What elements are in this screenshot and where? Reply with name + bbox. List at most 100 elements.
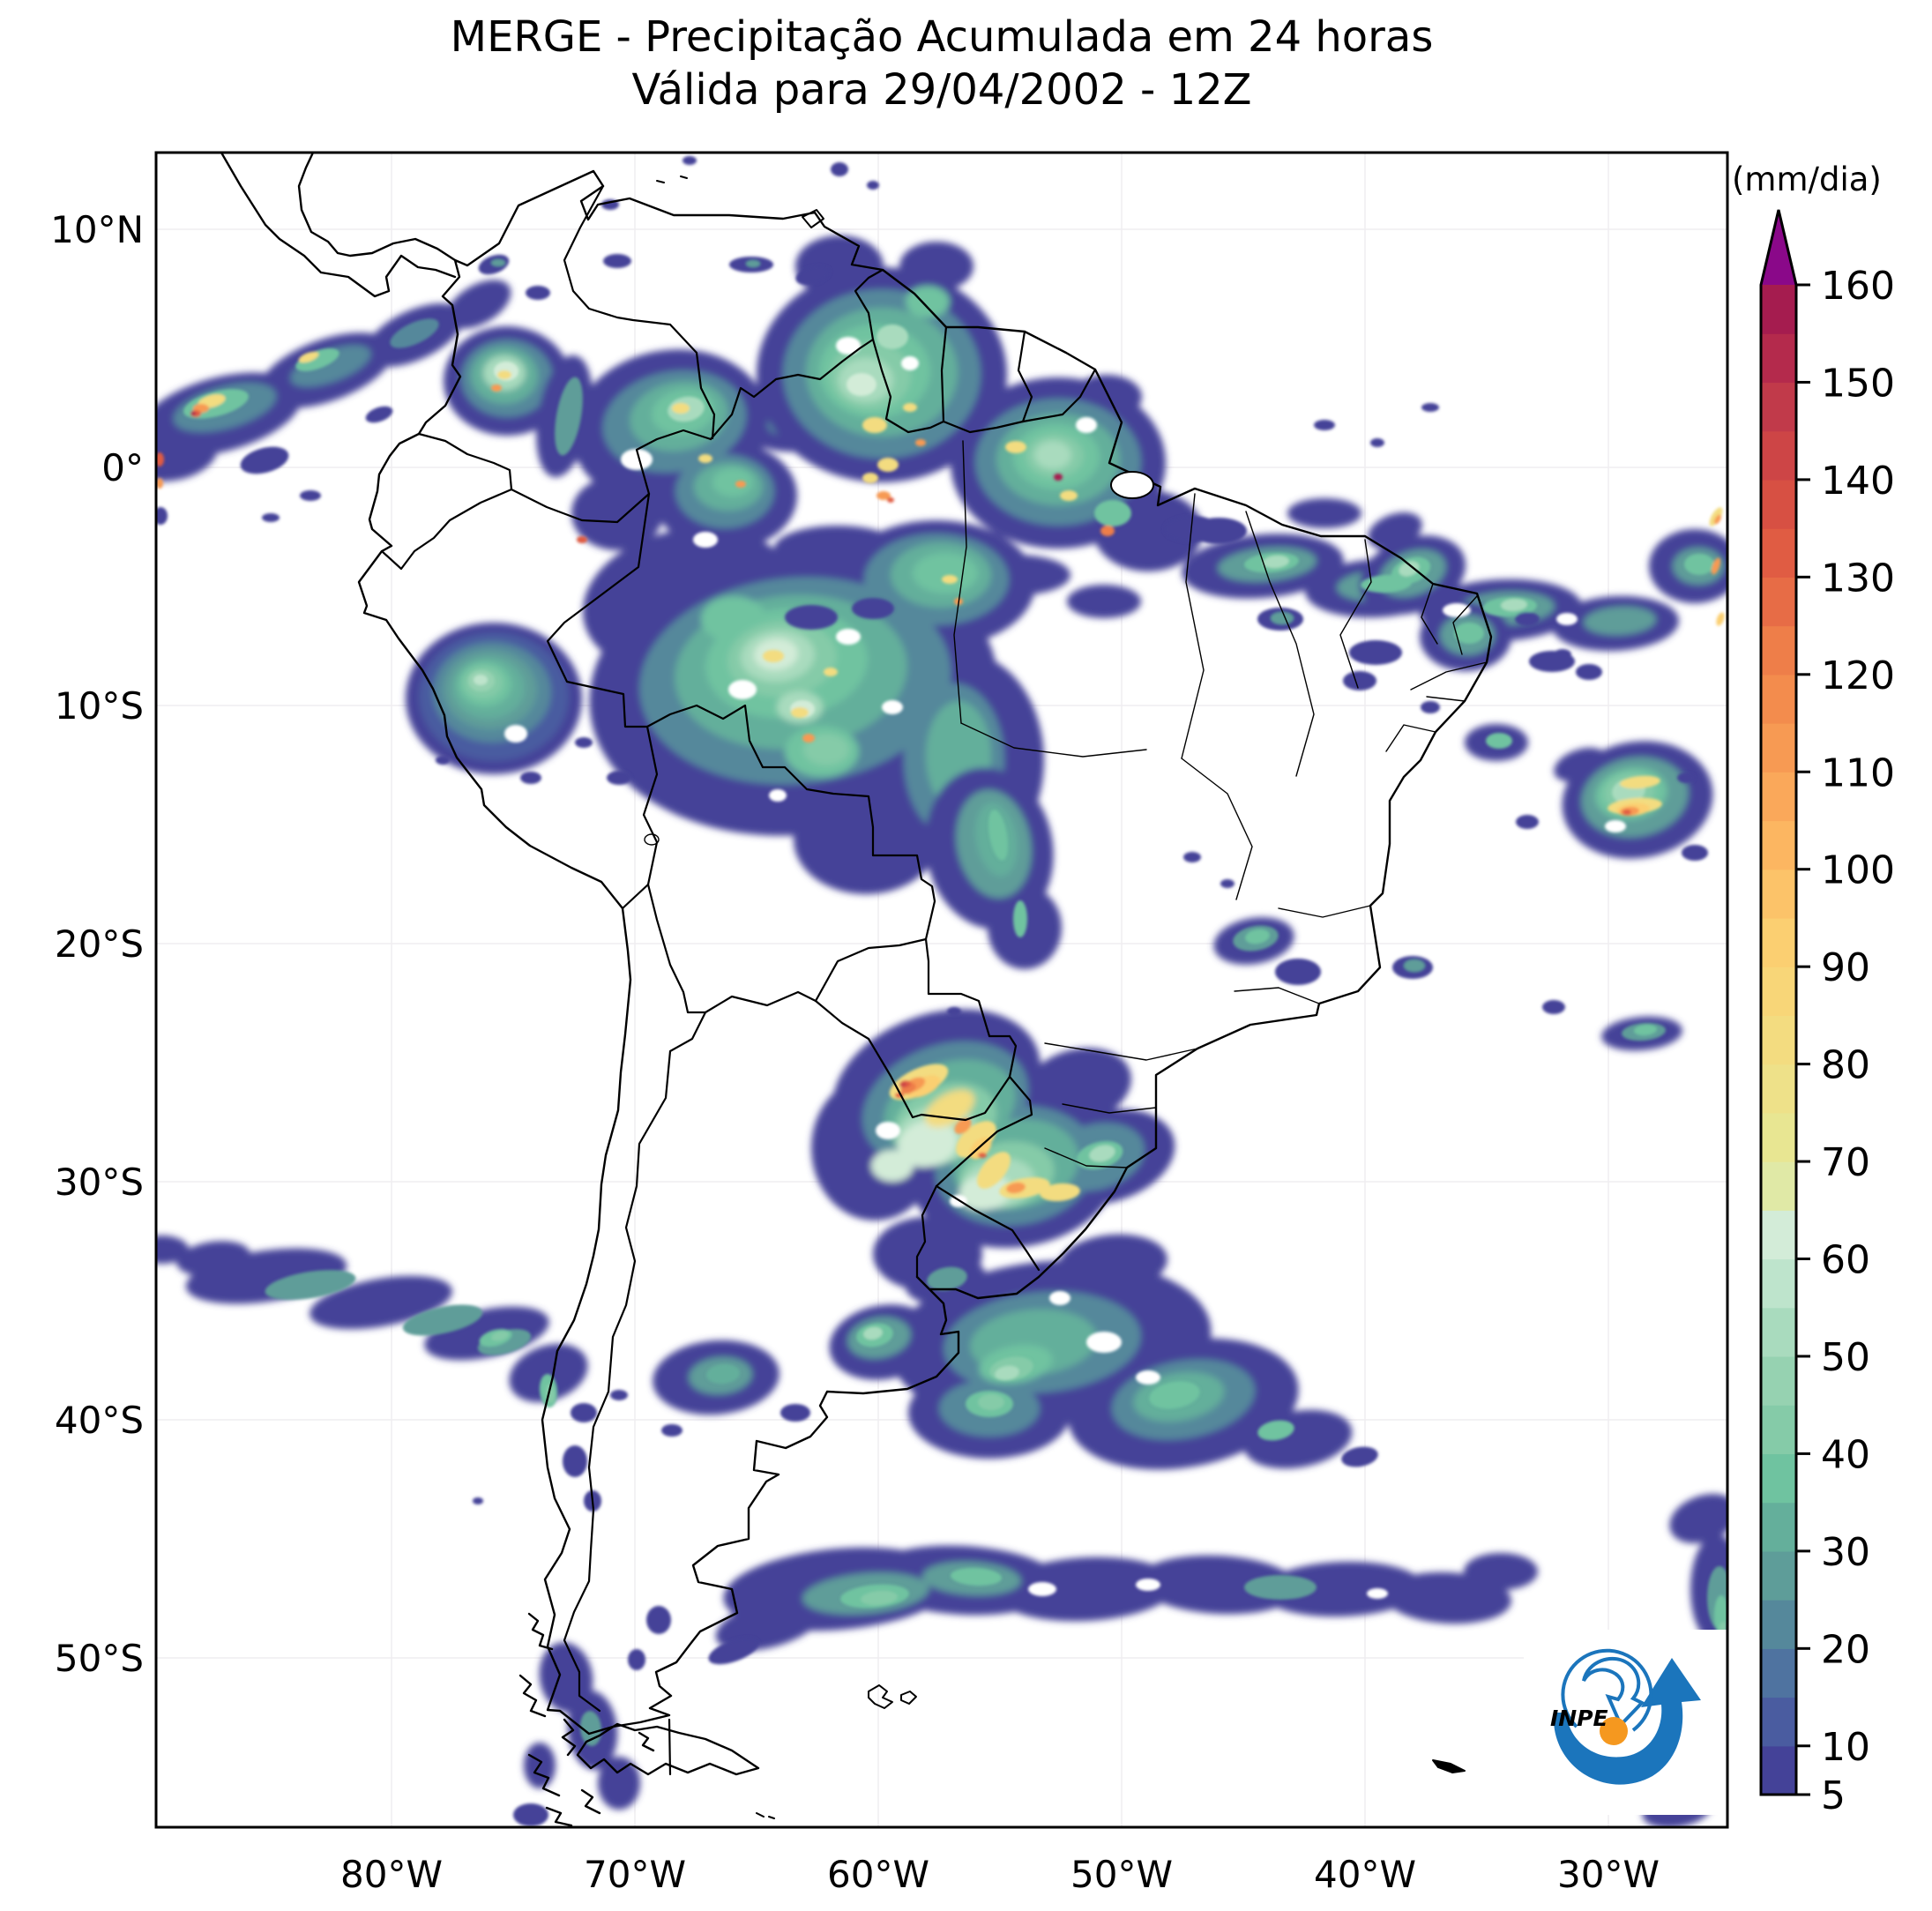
colorbar-tick-label: 60: [1821, 1238, 1870, 1283]
precip-blob: [628, 1649, 645, 1670]
precip-blob: [1244, 1575, 1317, 1600]
page-title: MERGE - Precipitação Acumulada em 24 hor…: [156, 11, 1727, 116]
colorbar-tick-label: 150: [1821, 361, 1895, 406]
precip-blob: [1190, 518, 1247, 544]
precip-blob: [802, 734, 815, 743]
precip-blob: [795, 235, 884, 297]
precip-blob: [877, 458, 899, 472]
coastline-south-america: [357, 169, 1493, 1736]
precip-blob: [1040, 1183, 1080, 1202]
colorbar-segment: [1761, 1064, 1796, 1114]
precip-blob: [1515, 612, 1540, 626]
colorbar-segment: [1761, 1648, 1796, 1698]
precip-blob: [1343, 671, 1376, 690]
precip-gap: [1556, 613, 1578, 625]
precip-blob: [1314, 420, 1335, 430]
precip-blob: [1370, 438, 1384, 447]
precip-blob: [927, 1266, 967, 1291]
precip-blob: [1100, 526, 1115, 536]
country-borders: [380, 184, 1097, 1776]
precip-blob: [156, 507, 168, 525]
lat-tick-label: 40°S: [55, 1399, 144, 1442]
precip-gap: [882, 700, 903, 714]
precip-blob: [240, 446, 289, 474]
precip-blob: [290, 345, 371, 387]
island-south-georgia: [1432, 1759, 1466, 1773]
logo-orbit-circle: [1561, 1648, 1653, 1732]
colorbar-segment: [1761, 674, 1796, 724]
precip-blob: [1257, 1420, 1294, 1441]
precip-blob: [520, 772, 541, 784]
precip-gap: [901, 356, 919, 370]
colorbar-tick-label: 20: [1821, 1627, 1870, 1672]
precip-blob: [563, 1445, 587, 1477]
precip-blob: [942, 575, 958, 584]
precip-blob: [1058, 1234, 1167, 1292]
colorbar-tick-label: 120: [1821, 653, 1895, 698]
precip-blob: [646, 1606, 671, 1634]
precip-blob: [863, 1326, 883, 1340]
precip-blob: [996, 1556, 1176, 1622]
colorbar-tick-label: 30: [1821, 1530, 1870, 1575]
colorbar-segment: [1761, 1210, 1796, 1260]
precip-blob: [156, 452, 164, 467]
colorbar-segment: [1761, 723, 1796, 773]
precip-blob: [1486, 733, 1512, 749]
precip-blob: [956, 1121, 996, 1158]
precip-blob: [977, 1152, 1011, 1189]
precip-blob: [1542, 1000, 1565, 1014]
precip-blob: [156, 478, 163, 489]
precip-blob: [988, 810, 1009, 861]
precip-blob: [847, 373, 876, 396]
precip-blob: [610, 1390, 628, 1400]
colorbar-tick-label: 140: [1821, 459, 1895, 504]
coastline-central-america: [220, 153, 457, 298]
precip-blob: [899, 242, 973, 291]
precip-blob: [555, 377, 583, 456]
precip-blob: [1622, 810, 1631, 815]
precip-gap: [1049, 1291, 1070, 1305]
colorbar-segment: [1761, 1745, 1796, 1795]
precip-blob: [603, 254, 631, 268]
precip-blob: [862, 473, 878, 483]
precip-blob: [497, 370, 511, 379]
precip-blob: [906, 286, 950, 317]
colorbar-segment: [1761, 1161, 1796, 1211]
precip-blob: [262, 513, 280, 522]
precip-blob: [491, 1331, 509, 1341]
precip-blob: [903, 403, 917, 412]
precip-blob: [876, 325, 908, 349]
precip-blob: [1554, 649, 1571, 660]
precip-blob: [1024, 1048, 1131, 1125]
precip-blob: [947, 1007, 961, 1016]
state-borders-brazil: [953, 440, 1488, 1168]
precip-blob: [402, 1304, 483, 1336]
precip-gap: [1028, 1582, 1056, 1596]
colorbar-segment: [1761, 528, 1796, 578]
colorbar-overflow-arrow: [1761, 210, 1796, 285]
precip-blob: [1576, 664, 1602, 680]
colorbar-segment: [1761, 430, 1796, 481]
map-frame: [154, 151, 1729, 1829]
precip-blob: [1138, 1555, 1300, 1615]
precip-blob: [969, 1137, 992, 1160]
precip-blob: [906, 1075, 941, 1098]
precip-gap: [1136, 1579, 1160, 1591]
lat-tick-label: 30°S: [55, 1161, 144, 1204]
precip-blob: [1584, 606, 1656, 636]
precip-blob: [1634, 1024, 1657, 1036]
colorbar-tick-label: 80: [1821, 1043, 1870, 1088]
colorbar-segment: [1761, 1502, 1796, 1552]
precip-blob: [156, 427, 218, 481]
latitude-axis: 10°N 0° 10°S 20°S 30°S 40°S 50°S: [50, 208, 144, 1680]
lon-tick-label: 60°W: [827, 1853, 929, 1896]
precip-blob: [1421, 403, 1439, 412]
precip-blob: [871, 1150, 914, 1182]
precip-blob: [390, 318, 439, 348]
precip-blob: [575, 737, 593, 748]
precip-blob: [1716, 612, 1725, 626]
precip-blob: [794, 785, 938, 894]
colorbar-segment: [1761, 382, 1796, 432]
colorbar-segment: [1761, 1405, 1796, 1455]
